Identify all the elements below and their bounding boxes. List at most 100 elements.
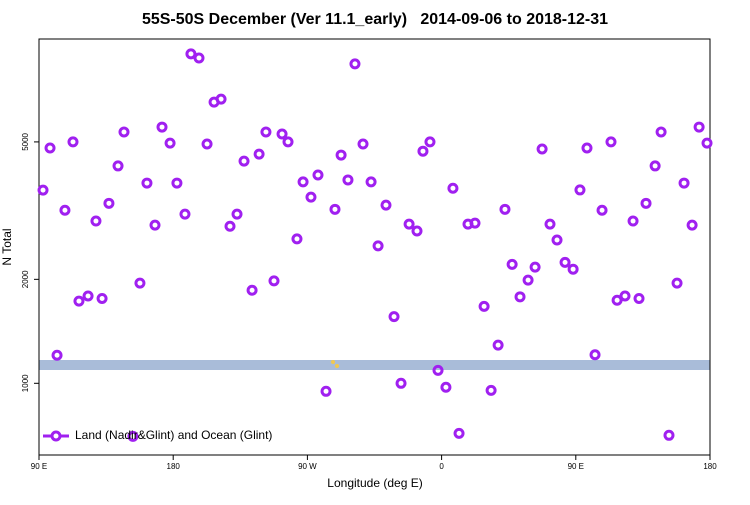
point bbox=[112, 160, 124, 172]
point bbox=[440, 381, 452, 393]
point bbox=[686, 219, 698, 231]
point bbox=[514, 291, 526, 303]
point bbox=[701, 137, 713, 149]
point bbox=[453, 427, 465, 439]
point bbox=[649, 160, 661, 172]
x-tick-label: 180 bbox=[167, 462, 181, 471]
y-tick-label: 2000 bbox=[21, 270, 30, 288]
point bbox=[411, 225, 423, 237]
point bbox=[118, 126, 130, 138]
point bbox=[164, 137, 176, 149]
band-dot bbox=[331, 360, 335, 364]
point bbox=[417, 145, 429, 157]
point bbox=[253, 148, 265, 160]
x-tick-label: 0 bbox=[439, 462, 444, 471]
point bbox=[141, 177, 153, 189]
point bbox=[447, 182, 459, 194]
point bbox=[44, 142, 56, 154]
point bbox=[149, 219, 161, 231]
point bbox=[127, 430, 139, 442]
point bbox=[492, 339, 504, 351]
point bbox=[282, 136, 294, 148]
point bbox=[372, 240, 384, 252]
band bbox=[39, 360, 710, 370]
y-tick-label: 5000 bbox=[21, 132, 30, 150]
point bbox=[357, 138, 369, 150]
point bbox=[424, 136, 436, 148]
point bbox=[432, 364, 444, 376]
point bbox=[238, 155, 250, 167]
point bbox=[201, 138, 213, 150]
point bbox=[193, 52, 205, 64]
point bbox=[276, 128, 288, 140]
point bbox=[589, 349, 601, 361]
point bbox=[551, 234, 563, 246]
point bbox=[485, 384, 497, 396]
point bbox=[179, 208, 191, 220]
point bbox=[342, 174, 354, 186]
band-dot bbox=[335, 364, 339, 368]
point bbox=[156, 121, 168, 133]
point bbox=[365, 176, 377, 188]
point bbox=[171, 177, 183, 189]
legend-marker bbox=[50, 430, 62, 442]
point bbox=[73, 295, 85, 307]
point bbox=[581, 142, 593, 154]
point bbox=[349, 58, 361, 70]
point bbox=[671, 277, 683, 289]
point bbox=[633, 293, 645, 305]
point bbox=[544, 218, 556, 230]
x-tick-label: 90 E bbox=[568, 462, 584, 471]
point bbox=[663, 429, 675, 441]
point bbox=[640, 197, 652, 209]
x-axis-label: Longitude (deg E) bbox=[327, 476, 422, 490]
point bbox=[82, 290, 94, 302]
y-tick-label: 1000 bbox=[21, 374, 30, 392]
point bbox=[678, 177, 690, 189]
point bbox=[627, 215, 639, 227]
point bbox=[478, 300, 490, 312]
point bbox=[103, 197, 115, 209]
point bbox=[335, 149, 347, 161]
point bbox=[246, 284, 258, 296]
point bbox=[51, 349, 63, 361]
point bbox=[59, 204, 71, 216]
point bbox=[67, 136, 79, 148]
point bbox=[596, 204, 608, 216]
point bbox=[388, 311, 400, 323]
point bbox=[567, 263, 579, 275]
point bbox=[469, 217, 481, 229]
point bbox=[224, 220, 236, 232]
point bbox=[499, 203, 511, 215]
point bbox=[260, 126, 272, 138]
point bbox=[305, 191, 317, 203]
point bbox=[291, 233, 303, 245]
point bbox=[329, 203, 341, 215]
point bbox=[90, 215, 102, 227]
point bbox=[320, 385, 332, 397]
point bbox=[297, 176, 309, 188]
point bbox=[185, 48, 197, 60]
point bbox=[619, 290, 631, 302]
legend-label: Land (Nadir&Glint) and Ocean (Glint) bbox=[75, 428, 272, 442]
point bbox=[559, 256, 571, 268]
point bbox=[536, 143, 548, 155]
x-tick-label: 90 E bbox=[31, 462, 47, 471]
point bbox=[312, 169, 324, 181]
point bbox=[506, 258, 518, 270]
point bbox=[522, 274, 534, 286]
point bbox=[529, 261, 541, 273]
x-tick-label: 180 bbox=[703, 462, 717, 471]
point bbox=[37, 184, 49, 196]
point bbox=[268, 275, 280, 287]
point bbox=[380, 199, 392, 211]
point bbox=[611, 294, 623, 306]
point bbox=[574, 184, 586, 196]
x-tick-label: 90 W bbox=[298, 462, 317, 471]
point bbox=[605, 136, 617, 148]
point bbox=[395, 377, 407, 389]
plot-frame bbox=[38, 38, 711, 456]
chart-title: 55S-50S December (Ver 11.1_early) 2014-0… bbox=[142, 11, 608, 28]
point bbox=[215, 93, 227, 105]
